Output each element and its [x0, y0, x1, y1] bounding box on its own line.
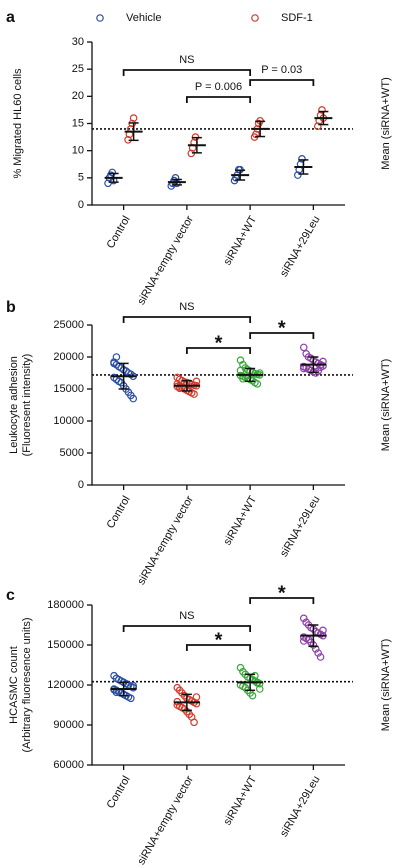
data-point — [293, 171, 302, 179]
data-point — [299, 343, 308, 352]
x-tick-label: siRNA+empty vector — [135, 774, 196, 867]
y-axis-label: HCASMC count — [8, 646, 20, 724]
data-point — [236, 663, 245, 672]
significance-bracket — [185, 644, 252, 651]
data-point — [314, 649, 322, 657]
y-tick-label: 0 — [78, 479, 84, 491]
data-point — [314, 367, 322, 375]
x-tick-label: siRNA+29Leu — [278, 494, 322, 559]
significance-label: NS — [179, 610, 194, 622]
y-tick-label: 15 — [72, 117, 84, 129]
data-point — [251, 671, 259, 680]
significance-bracket — [122, 316, 252, 323]
data-point — [192, 693, 201, 701]
y-tick-label: 30 — [72, 36, 84, 48]
data-point — [190, 390, 198, 398]
data-point — [255, 369, 264, 377]
y-tick-label: 60000 — [53, 759, 84, 771]
significance-bracket — [122, 625, 252, 632]
y-tick-label: 180000 — [47, 599, 84, 611]
data-point — [129, 394, 138, 403]
y-axis-label: Leukocyte adhesion — [8, 356, 20, 454]
data-point — [108, 168, 117, 177]
data-point — [319, 626, 327, 635]
data-point — [252, 130, 260, 139]
x-tick-label: Control — [105, 774, 133, 811]
data-point — [299, 637, 308, 645]
data-point — [316, 653, 325, 661]
legend-marker — [251, 14, 259, 22]
legend-label: SDF-1 — [281, 12, 313, 24]
significance-label: * — [215, 629, 223, 651]
y-tick-label: 5 — [78, 172, 84, 184]
data-point — [299, 614, 308, 623]
panel-label: a — [6, 9, 15, 26]
data-point — [190, 718, 198, 727]
data-point — [253, 380, 262, 388]
legend-marker — [96, 14, 104, 22]
x-tick-label: siRNA+29Leu — [278, 214, 322, 279]
x-tick-label: siRNA+WT — [221, 494, 259, 548]
y-tick-label: 120000 — [47, 679, 84, 691]
y-axis-label: (Arbitrary fluoresence units) — [21, 617, 33, 752]
significance-bracket — [249, 79, 315, 86]
significance-bracket — [122, 69, 252, 76]
y-tick-label: 25000 — [53, 319, 84, 331]
y-tick-label: 5000 — [60, 447, 84, 459]
x-tick-label: siRNA+empty vector — [135, 214, 196, 307]
x-tick-label: siRNA+empty vector — [135, 494, 196, 587]
data-point — [318, 106, 326, 114]
data-point — [298, 155, 306, 163]
y-tick-label: 25 — [72, 63, 84, 75]
data-point — [236, 366, 245, 375]
data-point — [112, 353, 121, 361]
y-tick-label: 20 — [72, 90, 84, 102]
significance-bracket — [185, 347, 252, 354]
data-point — [313, 122, 322, 131]
y-tick-label: 10 — [72, 145, 84, 157]
significance-bracket — [249, 597, 315, 604]
significance-label: P = 0.006 — [195, 81, 242, 93]
significance-label: NS — [179, 54, 194, 66]
y-tick-label: 0 — [78, 199, 84, 211]
y-tick-label: 10000 — [53, 415, 84, 427]
y-tick-label: 20000 — [53, 351, 84, 363]
data-point — [255, 685, 264, 693]
x-tick-label: siRNA+WT — [221, 774, 259, 828]
y-axis-label: (Fluoresent intensity) — [21, 354, 33, 457]
y-tick-label: 150000 — [47, 639, 84, 651]
significance-bracket — [185, 96, 252, 103]
significance-label: * — [278, 582, 286, 604]
reference-label: Mean (siRNA+WT) — [380, 77, 392, 170]
panel-label: b — [6, 299, 16, 316]
significance-bracket — [249, 332, 315, 339]
x-tick-label: siRNA+29Leu — [278, 774, 322, 839]
x-tick-label: Control — [105, 214, 133, 251]
reference-label: Mean (siRNA+WT) — [380, 639, 392, 732]
significance-label: P = 0.03 — [261, 64, 302, 76]
data-point — [248, 691, 257, 700]
data-point — [129, 114, 138, 122]
y-axis-label: % Migrated HL60 cells — [12, 68, 24, 179]
y-tick-label: 15000 — [53, 383, 84, 395]
significance-label: NS — [179, 301, 194, 313]
data-point — [192, 377, 201, 386]
data-point — [127, 694, 135, 703]
x-tick-label: Control — [105, 494, 133, 531]
reference-label: Mean (siRNA+WT) — [380, 359, 392, 452]
panel-label: c — [6, 587, 15, 604]
legend-label: Vehicle — [126, 12, 161, 24]
significance-label: * — [278, 317, 286, 339]
y-tick-label: 90000 — [53, 719, 84, 731]
data-point — [171, 174, 180, 182]
x-tick-label: siRNA+WT — [221, 214, 259, 268]
significance-label: * — [215, 332, 223, 354]
